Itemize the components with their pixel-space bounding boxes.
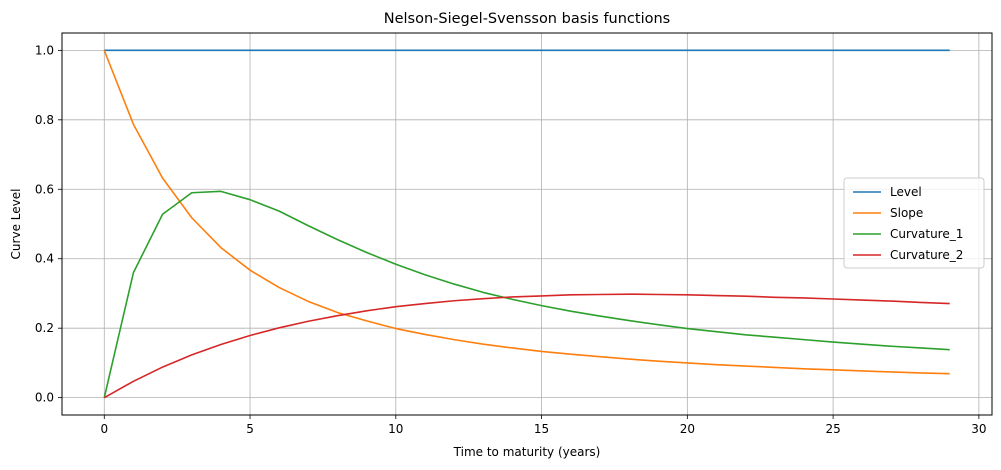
y-tick-label: 0.2 xyxy=(35,321,54,335)
legend-label-level: Level xyxy=(890,185,922,199)
y-tick-label: 0.8 xyxy=(35,113,54,127)
chart-title: Nelson-Siegel-Svensson basis functions xyxy=(384,11,670,27)
y-axis-ticks: 0.0 0.2 0.4 0.6 0.8 1.0 xyxy=(35,43,62,405)
x-tick-label: 10 xyxy=(388,422,403,436)
x-axis-label: Time to maturity (years) xyxy=(453,445,601,459)
y-axis-label: Curve Level xyxy=(9,189,23,260)
x-tick-label: 20 xyxy=(680,422,695,436)
series-line-curvature-2 xyxy=(103,293,950,399)
y-tick-label: 0.0 xyxy=(35,391,54,405)
series-lines xyxy=(103,49,950,399)
legend-label-slope: Slope xyxy=(890,206,923,220)
series-line-curvature-1 xyxy=(103,190,950,398)
y-tick-label: 1.0 xyxy=(35,43,54,57)
legend-label-curvature-1: Curvature_1 xyxy=(890,227,963,241)
plot-area-frame xyxy=(61,32,993,416)
legend-label-curvature-2: Curvature_2 xyxy=(890,248,963,262)
y-tick-label: 0.6 xyxy=(35,182,54,196)
series-line-slope xyxy=(103,50,950,375)
legend: Level Slope Curvature_1 Curvature_2 xyxy=(843,177,985,269)
x-tick-label: 15 xyxy=(534,422,549,436)
x-tick-label: 5 xyxy=(246,422,254,436)
x-tick-label: 30 xyxy=(971,422,986,436)
x-tick-label: 25 xyxy=(825,422,840,436)
legend-box xyxy=(843,177,985,269)
x-tick-label: 0 xyxy=(100,422,108,436)
y-tick-label: 0.4 xyxy=(35,252,54,266)
x-axis-ticks: 0 5 10 15 20 25 30 xyxy=(100,415,987,436)
